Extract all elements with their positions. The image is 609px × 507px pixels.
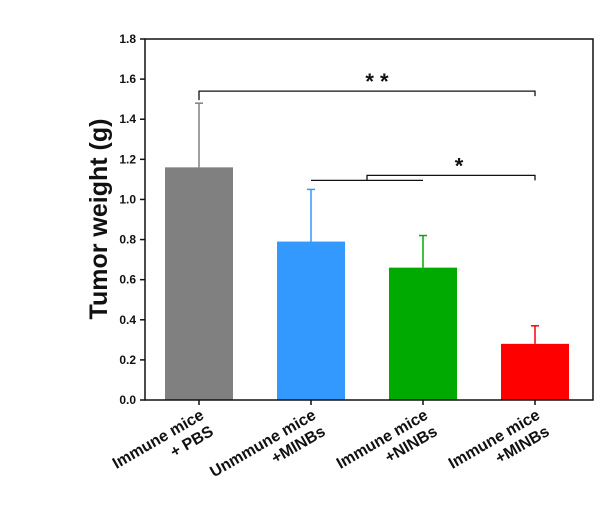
y-tick-label: 0.8 [119, 233, 136, 247]
bar [277, 241, 345, 400]
x-category-label: Immune mice+NINBs [334, 407, 441, 489]
bar [165, 167, 233, 400]
y-tick-label: 0.0 [119, 393, 136, 407]
y-axis-ticks: 0.0 0.2 0.4 0.6 0.8 1.0 1.2 1.4 1.6 1.8 [119, 32, 145, 407]
error-bars [195, 102, 539, 344]
bar [501, 343, 569, 400]
y-tick-label: 1.6 [119, 72, 136, 86]
x-category-label: Immune mice+MINBs [446, 407, 553, 489]
significance-brackets: * * * [198, 69, 536, 182]
y-tick-label: 0.6 [119, 273, 136, 287]
y-tick-label: 1.2 [119, 152, 136, 166]
y-axis-title: Tumor weight (g) [85, 119, 113, 320]
y-tick-label: 0.4 [119, 313, 136, 327]
y-tick-label: 0.2 [119, 353, 136, 367]
plot-frame [144, 38, 594, 401]
significance-bracket [366, 174, 536, 181]
y-tick-label: 1.4 [119, 112, 136, 126]
bar [389, 267, 457, 400]
bars [165, 167, 569, 400]
x-category-label: Immune mice+ PBS [110, 407, 217, 489]
significance-label: * [455, 153, 464, 178]
significance-bracket [198, 90, 536, 101]
significance-label: * * [365, 69, 389, 94]
y-tick-label: 1.0 [119, 192, 136, 206]
y-tick-label: 1.8 [119, 32, 136, 46]
x-category-label: Unmmune mice+MINBs [207, 407, 328, 498]
